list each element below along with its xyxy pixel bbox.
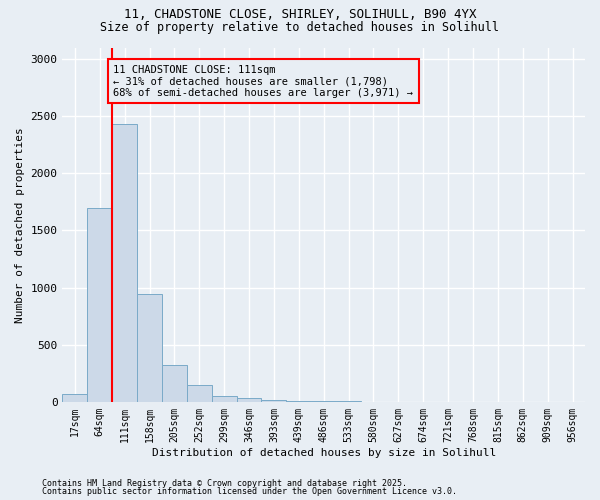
Y-axis label: Number of detached properties: Number of detached properties xyxy=(15,127,25,322)
Bar xyxy=(88,208,112,402)
Bar xyxy=(62,394,88,402)
Bar xyxy=(162,366,187,402)
Text: Contains public sector information licensed under the Open Government Licence v3: Contains public sector information licen… xyxy=(42,487,457,496)
Bar xyxy=(112,124,137,402)
Text: 11 CHADSTONE CLOSE: 111sqm
← 31% of detached houses are smaller (1,798)
68% of s: 11 CHADSTONE CLOSE: 111sqm ← 31% of deta… xyxy=(113,64,413,98)
Text: Size of property relative to detached houses in Solihull: Size of property relative to detached ho… xyxy=(101,21,499,34)
Bar xyxy=(286,401,311,402)
Bar xyxy=(236,398,262,402)
Text: Contains HM Land Registry data © Crown copyright and database right 2025.: Contains HM Land Registry data © Crown c… xyxy=(42,478,407,488)
Bar xyxy=(137,294,162,402)
Bar xyxy=(212,396,236,402)
X-axis label: Distribution of detached houses by size in Solihull: Distribution of detached houses by size … xyxy=(152,448,496,458)
Bar xyxy=(187,386,212,402)
Text: 11, CHADSTONE CLOSE, SHIRLEY, SOLIHULL, B90 4YX: 11, CHADSTONE CLOSE, SHIRLEY, SOLIHULL, … xyxy=(124,8,476,20)
Bar xyxy=(262,400,286,402)
